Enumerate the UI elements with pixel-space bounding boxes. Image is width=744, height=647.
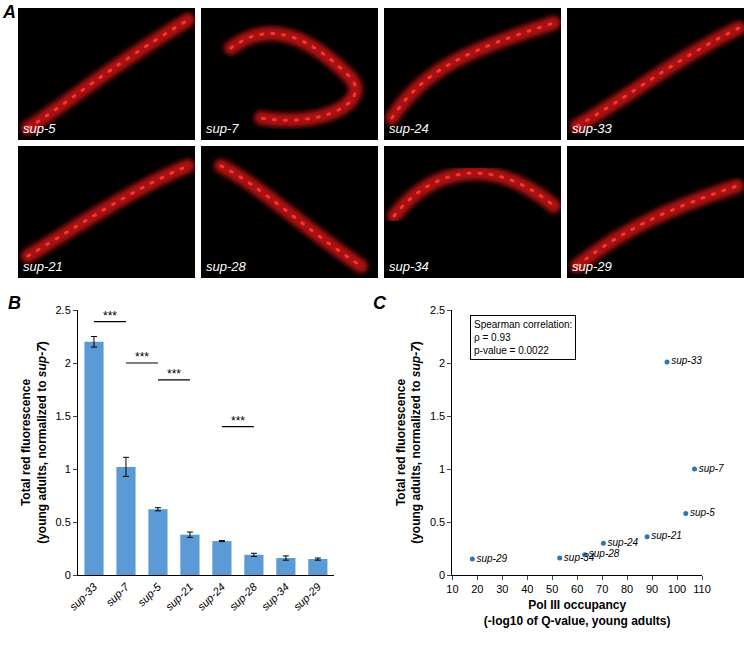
svg-text:Spearman correlation:ρ = 0.93p: Spearman correlation:ρ = 0.93p-value = 0… — [474, 319, 572, 356]
html-text:sup-5: sup-5 — [23, 121, 56, 136]
svg-text:40: 40 — [521, 583, 533, 595]
svg-text:0.5: 0.5 — [430, 516, 445, 528]
html-text:sup-21: sup-21 — [23, 259, 63, 274]
svg-text:1.5: 1.5 — [56, 410, 71, 422]
svg-text:sup-5: sup-5 — [135, 580, 164, 609]
svg-text:30: 30 — [496, 583, 508, 595]
svg-text:B: B — [8, 293, 21, 313]
svg-text:0: 0 — [439, 569, 445, 581]
svg-text:sup-33: sup-33 — [671, 355, 702, 366]
svg-text:10: 10 — [446, 583, 458, 595]
svg-text:sup-28: sup-28 — [227, 580, 260, 613]
svg-text:0.5: 0.5 — [56, 516, 71, 528]
svg-text:sup-21: sup-21 — [651, 530, 682, 541]
svg-text:2.5: 2.5 — [56, 304, 71, 316]
svg-text:sup-24: sup-24 — [195, 581, 227, 613]
svg-text:70: 70 — [596, 583, 608, 595]
html-text:sup-33: sup-33 — [572, 121, 612, 136]
svg-text:sup-34: sup-34 — [259, 581, 291, 613]
html-text:sup-28: sup-28 — [206, 259, 246, 274]
svg-text:1.5: 1.5 — [430, 410, 445, 422]
svg-text:sup-29: sup-29 — [291, 581, 323, 613]
svg-text:110: 110 — [693, 583, 711, 595]
svg-text:sup-29: sup-29 — [476, 553, 507, 564]
svg-text:50: 50 — [546, 583, 558, 595]
svg-text:60: 60 — [571, 583, 583, 595]
svg-text:2: 2 — [439, 357, 445, 369]
svg-text:2: 2 — [65, 357, 71, 369]
svg-text:***: *** — [167, 367, 181, 381]
svg-text:Total red fluorescence(young a: Total red fluorescence(young adults, nor… — [19, 341, 49, 544]
svg-text:1: 1 — [439, 463, 445, 475]
svg-text:Total red fluorescence(young a: Total red fluorescence(young adults, nor… — [394, 341, 424, 544]
svg-text:Pol III occupancy(-log10 of Q-: Pol III occupancy(-log10 of Q-value, you… — [484, 598, 671, 628]
svg-text:sup-7: sup-7 — [699, 463, 724, 474]
svg-text:***: *** — [231, 414, 245, 428]
svg-text:***: *** — [103, 309, 117, 323]
svg-text:100: 100 — [668, 583, 686, 595]
svg-text:C: C — [373, 293, 387, 313]
svg-text:90: 90 — [646, 583, 658, 595]
svg-text:sup-5: sup-5 — [690, 507, 715, 518]
svg-text:sup-34: sup-34 — [564, 552, 595, 563]
svg-text:20: 20 — [471, 583, 483, 595]
svg-text:sup-33: sup-33 — [67, 580, 100, 613]
svg-text:80: 80 — [621, 583, 633, 595]
svg-text:sup-21: sup-21 — [163, 581, 195, 613]
svg-text:sup-28: sup-28 — [589, 548, 620, 559]
html-text:A: A — [3, 2, 16, 22]
svg-text:***: *** — [135, 350, 149, 364]
html-text:sup-24: sup-24 — [389, 121, 429, 136]
svg-text:2.5: 2.5 — [430, 304, 445, 316]
html-text:sup-7: sup-7 — [206, 121, 239, 136]
html-text:sup-29: sup-29 — [572, 259, 612, 274]
svg-text:0: 0 — [65, 569, 71, 581]
svg-text:1: 1 — [65, 463, 71, 475]
svg-text:sup-7: sup-7 — [103, 580, 132, 609]
html-text:sup-34: sup-34 — [389, 259, 429, 274]
svg-text:sup-24: sup-24 — [608, 537, 639, 548]
